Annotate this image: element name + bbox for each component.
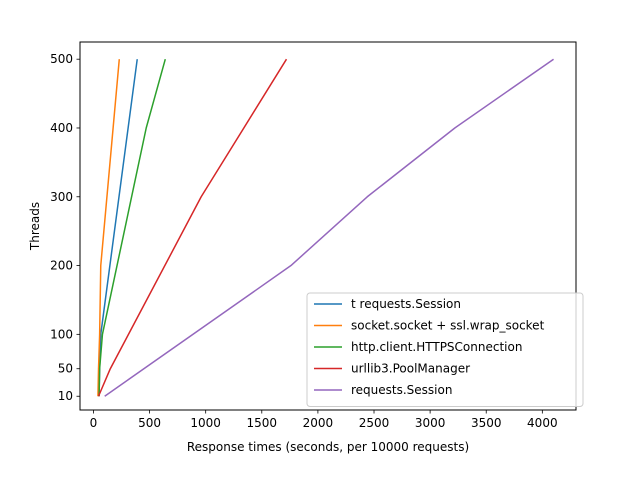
y-tick-label-4: 300: [50, 190, 73, 204]
x-tick-label-5: 2500: [359, 416, 390, 430]
x-axis-label: Response times (seconds, per 10000 reque…: [187, 440, 469, 454]
plot-frame: [79, 41, 577, 411]
x-axis: 0 500 1000 1500 2000 2500 3000 3500 4000: [90, 410, 558, 430]
legend-label-0: t requests.Session: [351, 297, 461, 311]
series-line-3: [97, 58, 288, 397]
y-tick-label-0: 10: [58, 389, 73, 403]
x-tick-label-1: 500: [138, 416, 161, 430]
x-tick-label-0: 0: [90, 416, 98, 430]
x-tick-label-2: 1000: [190, 416, 221, 430]
y-tick-label-3: 200: [50, 259, 73, 273]
legend-label-3: urllib3.PoolManager: [351, 362, 470, 376]
legend-label-4: requests.Session: [351, 383, 452, 397]
x-tick-label-3: 1500: [247, 416, 278, 430]
x-tick-label-6: 3000: [415, 416, 446, 430]
series-line-1: [97, 59, 121, 397]
y-axis: 10 50 100 200 300 400 500: [50, 52, 80, 403]
legend-label-1: socket.socket + ssl.wrap_socket: [351, 319, 545, 333]
y-tick-label-5: 400: [50, 121, 73, 135]
x-tick-label-4: 2000: [303, 416, 334, 430]
y-axis-label: Threads: [28, 202, 42, 251]
x-tick-label-7: 3500: [471, 416, 502, 430]
y-tick-label-1: 50: [58, 362, 73, 376]
y-tick-label-2: 100: [50, 327, 73, 341]
x-tick-label-8: 4000: [527, 416, 558, 430]
legend: t requests.Session socket.socket + ssl.wr…: [306, 292, 584, 407]
legend-label-2: http.client.HTTPSConnection: [351, 340, 522, 354]
legend-box: [306, 292, 584, 407]
series-line-2: [98, 58, 167, 397]
series-line-4: [104, 58, 554, 397]
series-layer: [97, 58, 554, 397]
y-tick-label-6: 500: [50, 52, 73, 66]
